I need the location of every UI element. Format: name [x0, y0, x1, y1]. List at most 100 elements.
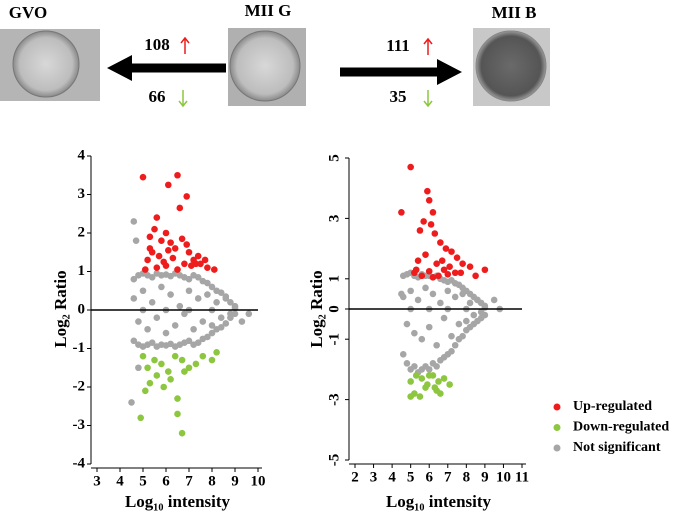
data-point — [457, 269, 465, 277]
data-point — [194, 273, 202, 281]
data-point — [167, 291, 174, 298]
y-tick-label: 3 — [326, 215, 342, 223]
data-point — [438, 257, 446, 264]
data-point — [446, 381, 453, 388]
data-point — [470, 311, 478, 319]
data-point — [174, 395, 181, 402]
data-point — [403, 360, 411, 367]
y-axis-label: Log₂ Ratio — [51, 270, 70, 347]
data-point — [213, 349, 220, 356]
legend-marker — [553, 424, 561, 431]
data-point — [453, 254, 461, 261]
data-point — [455, 320, 463, 328]
up-count: 108 — [144, 35, 170, 54]
data-point — [146, 233, 154, 241]
data-point — [481, 266, 489, 274]
data-point — [442, 245, 450, 252]
x-tick-label: 7 — [185, 473, 193, 489]
data-point — [459, 332, 466, 340]
legend-label: Not significant — [573, 440, 661, 455]
data-point — [217, 314, 225, 322]
data-point — [407, 378, 414, 385]
arrow-icons — [178, 36, 433, 108]
data-point — [185, 287, 193, 295]
data-point — [227, 310, 234, 318]
data-point — [472, 272, 479, 280]
x-tick-label: 3 — [93, 473, 101, 489]
data-point — [181, 368, 188, 375]
x-tick-label: 6 — [425, 469, 433, 485]
y-tick-label: 1 — [78, 263, 86, 279]
data-point — [433, 363, 440, 370]
data-point — [398, 209, 405, 216]
data-point — [171, 352, 179, 360]
data-point — [192, 260, 200, 268]
data-point — [130, 337, 138, 345]
data-point — [162, 262, 170, 270]
data-point — [459, 290, 466, 298]
up-count: 111 — [386, 36, 410, 55]
data-point — [144, 256, 151, 264]
data-point — [167, 376, 174, 383]
data-point — [427, 221, 435, 228]
x-tick-label: 10 — [496, 469, 511, 485]
data-point — [448, 332, 455, 340]
data-point — [411, 363, 418, 370]
oocyte — [12, 30, 80, 98]
y-tick-label: -1 — [73, 340, 86, 356]
data-point — [153, 314, 161, 322]
data-point — [213, 299, 220, 306]
y-tick-label: 2 — [78, 224, 86, 240]
data-point — [217, 289, 225, 296]
data-point — [414, 257, 422, 264]
data-point — [204, 291, 211, 298]
data-point — [204, 279, 211, 287]
data-point — [416, 227, 424, 234]
data-point — [174, 266, 181, 273]
data-point — [222, 295, 230, 302]
data-point — [155, 252, 163, 260]
legend-marker — [553, 403, 561, 411]
data-point — [169, 254, 177, 262]
data-point — [231, 310, 239, 318]
data-point — [238, 318, 246, 325]
data-point — [181, 310, 188, 318]
data-point — [403, 320, 411, 328]
data-point — [148, 339, 156, 347]
data-point — [201, 256, 209, 264]
data-point — [162, 329, 170, 337]
down-count: 66 — [149, 87, 166, 106]
data-point — [425, 372, 433, 379]
data-point — [153, 372, 161, 379]
data-point — [416, 393, 424, 400]
data-point — [176, 204, 184, 212]
x-tick-label: 2 — [351, 469, 359, 485]
data-point — [407, 163, 414, 171]
oocyte — [229, 30, 301, 102]
data-point — [197, 260, 204, 268]
x-tick-label: 4 — [388, 469, 396, 485]
y-tick-label: 4 — [78, 147, 86, 163]
data-point — [422, 251, 429, 258]
x-tick-label: 10 — [251, 473, 266, 489]
data-point — [424, 187, 431, 195]
x-tick-label: 3 — [370, 469, 378, 485]
data-point — [132, 237, 140, 244]
data-point — [185, 364, 193, 372]
data-point — [425, 196, 433, 204]
data-point — [407, 393, 414, 400]
data-point — [160, 383, 167, 391]
data-point — [448, 347, 455, 355]
data-point — [162, 229, 170, 237]
data-point — [429, 273, 437, 281]
down-count: 35 — [390, 87, 407, 106]
data-point — [142, 266, 149, 273]
data-point — [463, 317, 470, 325]
data-point — [459, 260, 466, 268]
data-point — [437, 239, 444, 246]
data-point — [158, 283, 165, 291]
data-point — [185, 275, 193, 283]
y-tick-label: -3 — [73, 417, 86, 433]
data-point — [165, 247, 172, 254]
data-point — [135, 318, 142, 325]
